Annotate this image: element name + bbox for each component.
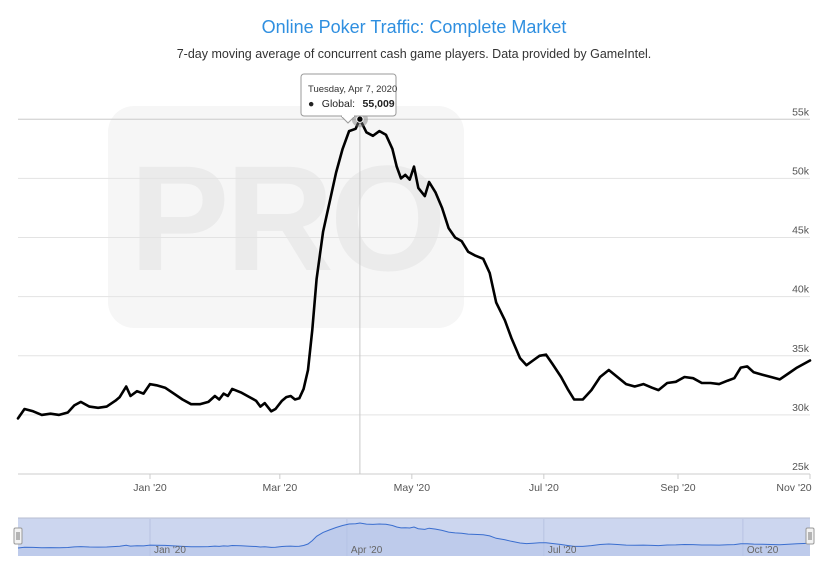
tooltip-series-label: Global: bbox=[322, 98, 355, 110]
x-tick-label: Jul '20 bbox=[529, 482, 559, 494]
y-tick-label: 55k bbox=[792, 106, 810, 118]
x-tick-label: Sep '20 bbox=[660, 482, 695, 494]
chart-title: Online Poker Traffic: Complete Market bbox=[262, 17, 567, 37]
y-axis-labels: 25k 30k 35k 40k 45k 50k 55k bbox=[792, 106, 810, 473]
watermark-text: PRO bbox=[129, 134, 442, 302]
right-handle-body[interactable] bbox=[805, 527, 815, 545]
navigator-tick-label: Apr '20 bbox=[351, 545, 383, 556]
x-axis: Jan '20 Mar '20 May '20 Jul '20 Sep '20 Nov '… bbox=[18, 473, 812, 494]
hover-point bbox=[356, 115, 364, 123]
navigator-labels: Jan '20 Apr '20 Jul '20 Oct '20 bbox=[154, 545, 779, 556]
x-tick-label: Jan '20 bbox=[133, 482, 167, 494]
tooltip-bullet: ● bbox=[308, 98, 314, 110]
y-tick-label: 40k bbox=[792, 284, 810, 296]
x-tick-label: May '20 bbox=[394, 482, 431, 494]
watermark-background bbox=[108, 106, 464, 328]
tooltip-pointer-cover bbox=[342, 113, 354, 117]
navigator[interactable]: Jan '20 Apr '20 Jul '20 Oct '20 bbox=[13, 517, 815, 556]
tooltip-series-row: ● Global: 55,009 bbox=[308, 94, 395, 111]
tooltip-pointer bbox=[340, 115, 356, 124]
x-tick-label: Mar '20 bbox=[262, 482, 297, 494]
navigator-tick-label: Jul '20 bbox=[548, 545, 577, 556]
y-tick-label: 25k bbox=[792, 461, 810, 473]
navigator-left-handle[interactable] bbox=[13, 527, 23, 545]
x-tick-label: Nov '20 bbox=[776, 482, 811, 494]
navigator-tick-label: Oct '20 bbox=[747, 545, 779, 556]
y-tick-label: 45k bbox=[792, 225, 810, 237]
pro-watermark: PRO bbox=[108, 106, 464, 328]
series-line-global bbox=[16, 117, 812, 420]
y-tick-label: 50k bbox=[792, 165, 810, 177]
tooltip: Tuesday, Apr 7, 2020 ● Global: 55,009 bbox=[300, 73, 397, 124]
navigator-right-handle[interactable] bbox=[805, 527, 815, 545]
navigator-series bbox=[17, 522, 811, 556]
tooltip-value: 55,009 bbox=[363, 98, 395, 110]
navigator-area bbox=[18, 523, 810, 556]
y-tick-label: 30k bbox=[792, 402, 810, 414]
chart-subtitle: 7-day moving average of concurrent cash … bbox=[177, 47, 652, 61]
navigator-line bbox=[17, 522, 811, 549]
navigator-tick-label: Jan '20 bbox=[154, 545, 186, 556]
left-handle-body[interactable] bbox=[13, 527, 23, 545]
y-tick-label: 35k bbox=[792, 343, 810, 355]
series-layer bbox=[16, 117, 812, 420]
tooltip-date: Tuesday, Apr 7, 2020 bbox=[308, 84, 397, 95]
